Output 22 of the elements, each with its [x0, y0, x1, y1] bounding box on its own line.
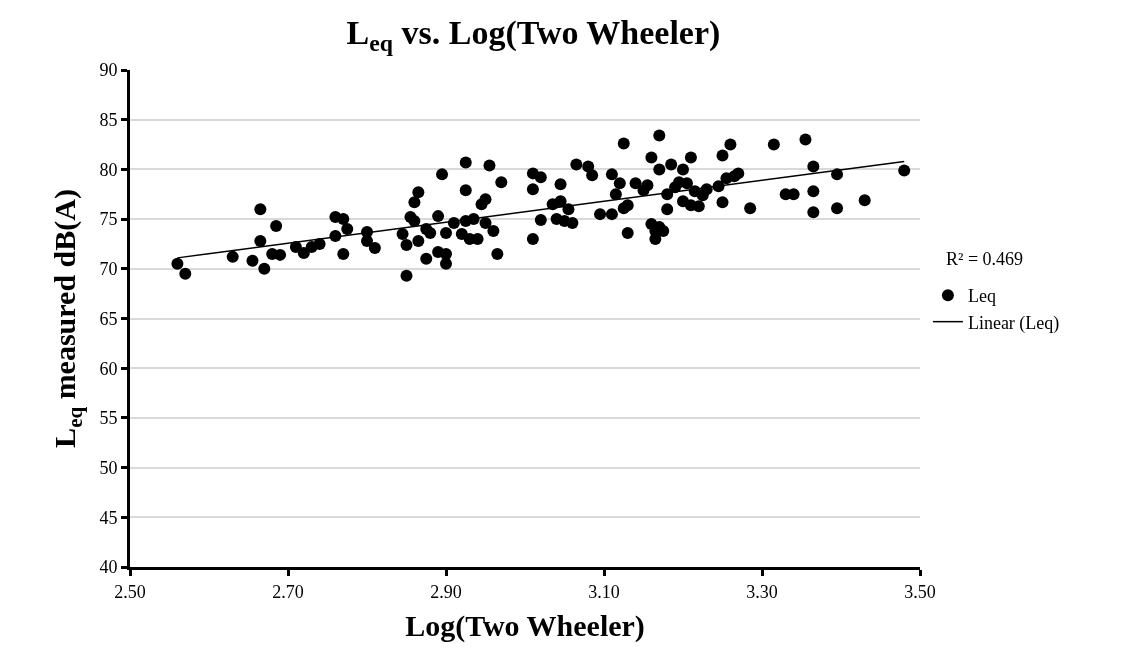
y-tick-label: 50	[99, 457, 118, 478]
legend-label: Leq	[967, 286, 996, 307]
y-tick-label: 90	[99, 60, 118, 81]
x-tick-label: 2.70	[272, 581, 304, 602]
x-tick-label: 2.90	[430, 581, 462, 602]
x-tick-label: 2.50	[114, 581, 146, 602]
y-tick-label: 55	[99, 408, 118, 429]
y-tick-label: 60	[99, 358, 118, 379]
x-tick-label: 3.50	[904, 581, 936, 602]
y-tick-label: 75	[99, 209, 118, 230]
y-tick-label: 45	[99, 507, 118, 528]
x-axis-title: Log(Two Wheeler)	[405, 609, 645, 644]
y-tick-label: 80	[99, 159, 118, 180]
y-tick-label: 65	[99, 308, 118, 329]
y-tick-label: 40	[99, 557, 118, 578]
text: R² = 0.469	[946, 249, 1024, 269]
y-tick-label: 70	[99, 259, 118, 280]
x-tick-label: 3.30	[746, 581, 778, 602]
y-tick-label: 85	[99, 110, 118, 130]
legend-label: Linear (Leq)	[967, 312, 1060, 334]
chart-title: L$_{eq}$ vs. Log(Two Wheeler)	[346, 13, 721, 56]
x-tick-label: 3.10	[588, 581, 620, 602]
